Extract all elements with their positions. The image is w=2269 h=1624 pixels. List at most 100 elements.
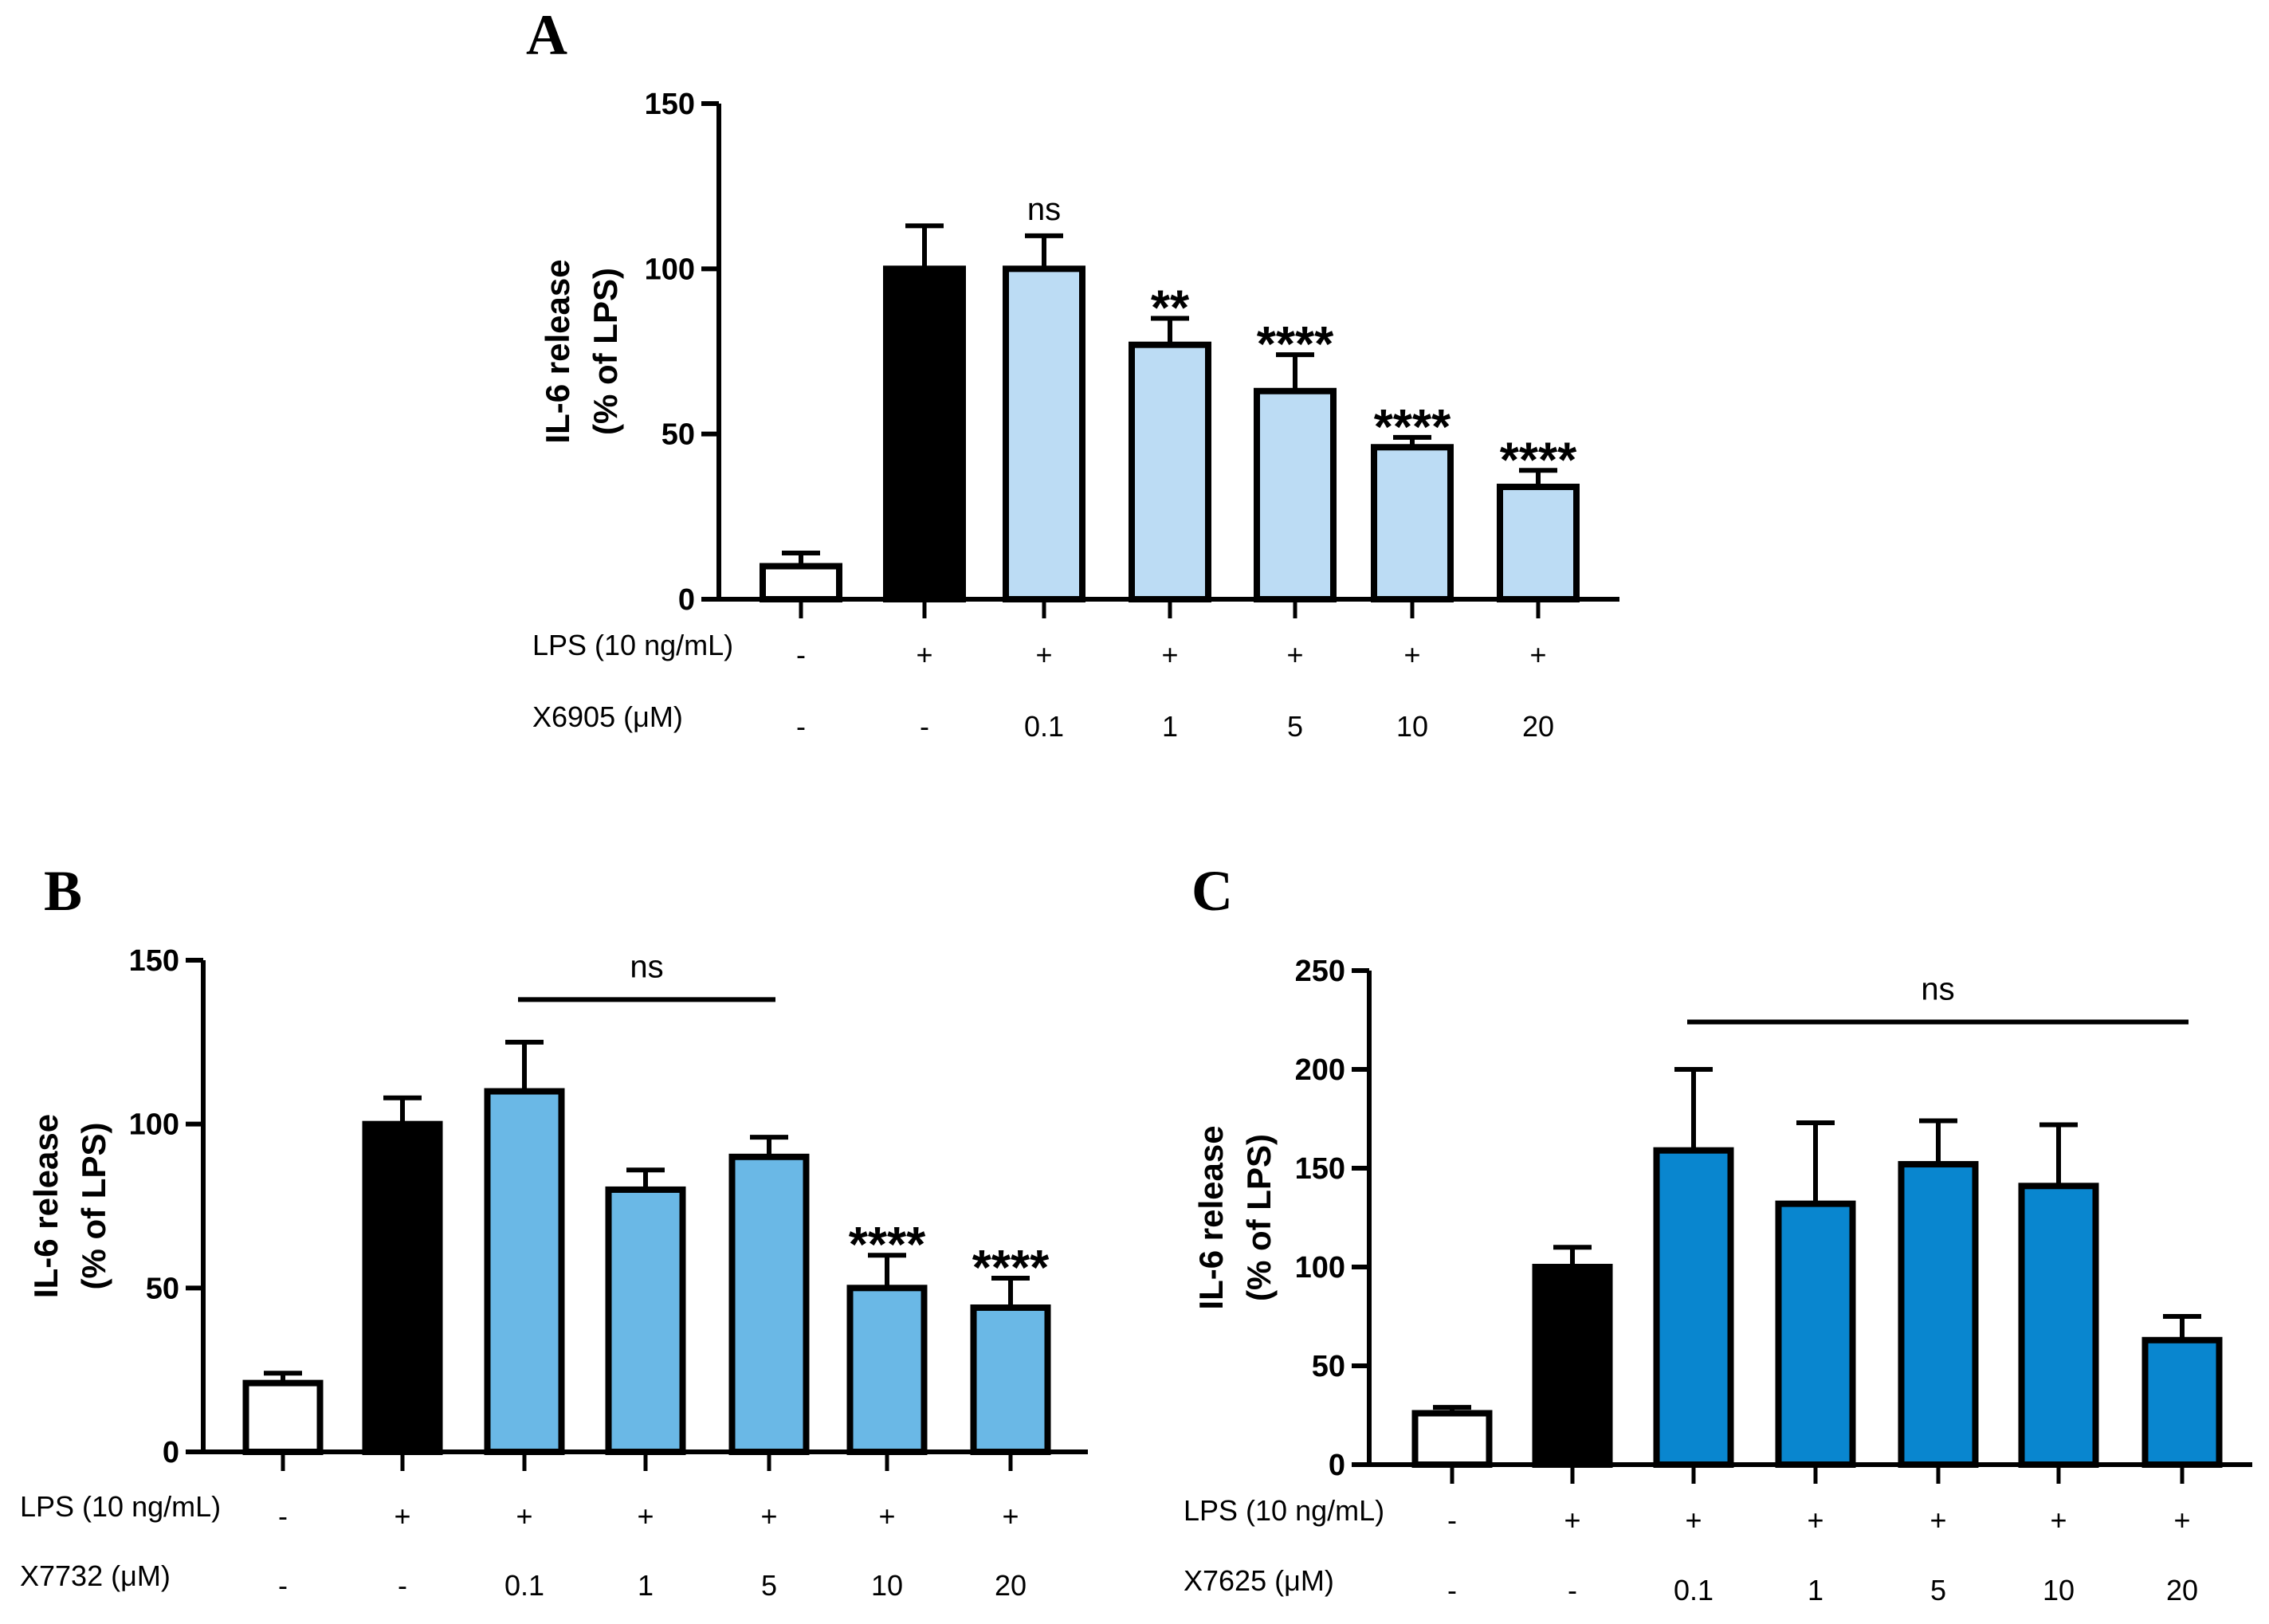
row-value: 20 bbox=[1522, 710, 1554, 743]
y-tick-label: 150 bbox=[1295, 1152, 1345, 1186]
y-tick-label: 0 bbox=[678, 583, 695, 617]
row-value: + bbox=[1002, 1500, 1019, 1532]
significance-stars: **** bbox=[849, 1218, 926, 1273]
bar bbox=[846, 1285, 928, 1456]
y-axis-label: IL-6 release bbox=[539, 259, 576, 443]
y-tick-label: 50 bbox=[1312, 1350, 1345, 1383]
row-value: + bbox=[916, 638, 932, 671]
row-value: - bbox=[398, 1569, 407, 1602]
bar bbox=[1532, 1264, 1613, 1468]
row-value: + bbox=[2173, 1504, 2190, 1536]
chart-panel-b: B IL-6 release (% of LPS) 0 50 100 150 LPS (10 … bbox=[20, 859, 1088, 1602]
row-label: X7625 (μM) bbox=[1184, 1564, 1334, 1597]
row-value: + bbox=[760, 1500, 777, 1532]
row-value: - bbox=[1568, 1574, 1577, 1606]
y-tick-label: 50 bbox=[146, 1272, 179, 1305]
row-label: X6905 (μM) bbox=[532, 700, 683, 733]
bar bbox=[1898, 1161, 1979, 1469]
significance-stars: **** bbox=[1500, 433, 1577, 488]
significance-stars: ** bbox=[1151, 281, 1190, 336]
bar bbox=[1129, 341, 1211, 602]
y-tick-label: 150 bbox=[645, 88, 695, 121]
row-value: 0.1 bbox=[1024, 710, 1064, 743]
row-value: 0.1 bbox=[1674, 1574, 1714, 1606]
y-tick-label: 100 bbox=[1295, 1251, 1345, 1285]
row-value: 10 bbox=[871, 1569, 903, 1602]
row-value: 10 bbox=[2043, 1574, 2075, 1606]
row-value: + bbox=[637, 1500, 654, 1532]
bar bbox=[1653, 1147, 1734, 1469]
bar bbox=[605, 1186, 686, 1456]
row-label: LPS (10 ng/mL) bbox=[1184, 1494, 1384, 1527]
significance-label: ns bbox=[630, 949, 663, 984]
row-value: - bbox=[796, 638, 806, 671]
row-value: 5 bbox=[761, 1569, 777, 1602]
bar bbox=[970, 1304, 1051, 1455]
row-value: 5 bbox=[1287, 710, 1303, 743]
bar bbox=[2141, 1336, 2223, 1469]
row-value: + bbox=[1161, 638, 1178, 671]
bar bbox=[760, 563, 842, 602]
y-axis-label: (% of LPS) bbox=[1240, 1134, 1278, 1301]
significance-stars: **** bbox=[1257, 317, 1334, 372]
row-value: + bbox=[1529, 638, 1546, 671]
y-tick-label: 200 bbox=[1295, 1053, 1345, 1087]
row-value: - bbox=[278, 1569, 288, 1602]
y-axis-label: (% of LPS) bbox=[587, 268, 624, 435]
row-value: + bbox=[878, 1500, 895, 1532]
y-axis-label: IL-6 release bbox=[27, 1114, 65, 1298]
panel-letter: C bbox=[1191, 859, 1233, 923]
bar bbox=[883, 265, 966, 602]
row-value: + bbox=[1564, 1504, 1580, 1536]
bar bbox=[1371, 444, 1454, 603]
y-tick-label: 150 bbox=[129, 944, 179, 978]
row-value: + bbox=[1286, 638, 1303, 671]
row-label: LPS (10 ng/mL) bbox=[20, 1490, 221, 1523]
row-value: 20 bbox=[2166, 1574, 2198, 1606]
row-value: - bbox=[1447, 1574, 1457, 1606]
y-tick-label: 0 bbox=[1329, 1449, 1345, 1482]
bar bbox=[2018, 1183, 2099, 1468]
row-value: - bbox=[920, 710, 929, 743]
y-axis-label: IL-6 release bbox=[1192, 1125, 1230, 1309]
row-value: 0.1 bbox=[504, 1569, 544, 1602]
bar bbox=[1254, 387, 1337, 602]
row-value: + bbox=[516, 1500, 532, 1532]
bar bbox=[728, 1153, 810, 1456]
y-tick-label: 100 bbox=[129, 1108, 179, 1142]
bar bbox=[1775, 1200, 1856, 1468]
row-value: + bbox=[1685, 1504, 1702, 1536]
bar bbox=[1003, 265, 1085, 602]
significance-label: ns bbox=[1027, 192, 1061, 227]
row-value: + bbox=[1807, 1504, 1823, 1536]
row-value: + bbox=[1035, 638, 1052, 671]
y-tick-label: 250 bbox=[1295, 955, 1345, 988]
row-value: - bbox=[278, 1500, 288, 1532]
row-value: + bbox=[1403, 638, 1420, 671]
y-tick-label: 100 bbox=[645, 253, 695, 286]
row-label: LPS (10 ng/mL) bbox=[532, 629, 733, 661]
row-value: + bbox=[1929, 1504, 1946, 1536]
row-value: 1 bbox=[1808, 1574, 1823, 1606]
panel-letter: A bbox=[526, 3, 567, 67]
chart-panel-c: C IL-6 release (% of LPS) 0 50 100 150 200 250 LP… bbox=[1184, 859, 2252, 1606]
chart-panel-a: A IL-6 release (% of LPS) 0 50 100 150 LPS (10 … bbox=[526, 3, 1619, 743]
row-value: - bbox=[796, 710, 806, 743]
row-value: - bbox=[1447, 1504, 1457, 1536]
y-tick-label: 0 bbox=[163, 1436, 179, 1469]
significance-stars: **** bbox=[1374, 400, 1451, 455]
bar bbox=[1497, 484, 1580, 602]
row-value: + bbox=[394, 1500, 410, 1532]
panel-letter: B bbox=[44, 859, 82, 923]
significance-label: ns bbox=[1921, 971, 1954, 1006]
row-value: 10 bbox=[1396, 710, 1428, 743]
row-value: 20 bbox=[995, 1569, 1027, 1602]
row-value: + bbox=[2050, 1504, 2067, 1536]
significance-stars: **** bbox=[972, 1241, 1050, 1296]
row-value: 5 bbox=[1930, 1574, 1946, 1606]
bar bbox=[362, 1120, 443, 1455]
y-axis-label: (% of LPS) bbox=[75, 1123, 112, 1290]
bar bbox=[242, 1379, 324, 1455]
bar bbox=[1411, 1410, 1493, 1469]
